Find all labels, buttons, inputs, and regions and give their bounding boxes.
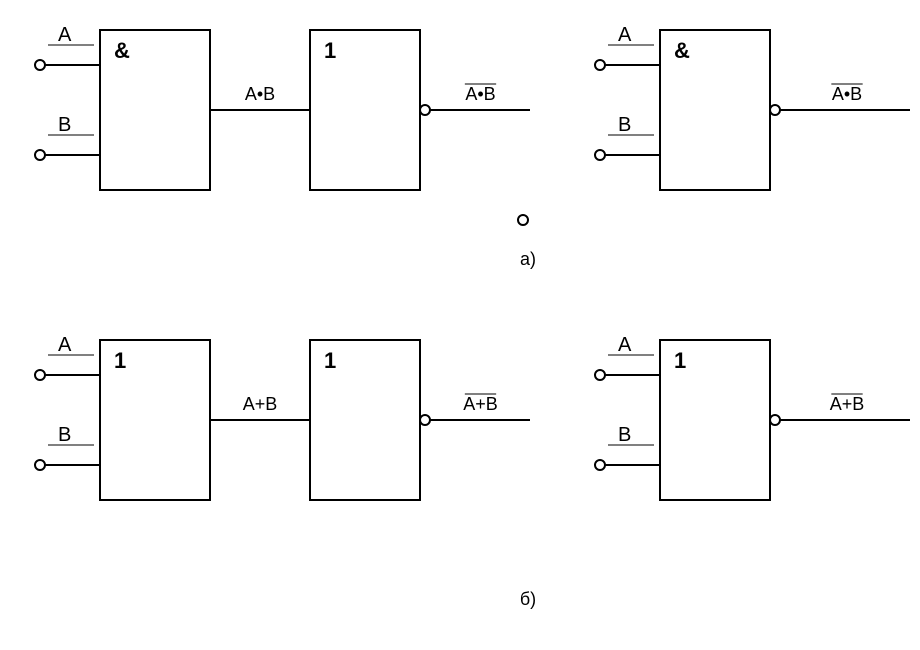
inversion-bubble [770,415,780,425]
caption: б) [520,589,536,609]
mid-signal-label: A+B [243,394,278,414]
input-label-a: A [618,24,632,46]
caption: а) [520,249,536,269]
terminal-b [595,460,605,470]
gate-symbol: & [114,38,130,63]
row-b-left: 1 A B A+B 1 A+B [35,334,530,500]
input-label-a: A [618,334,632,356]
stray-circle [518,215,528,225]
row-a-left: & A B A•B 1 A•B [35,24,530,190]
inversion-bubble [420,105,430,115]
output-signal-label: A+B [830,394,865,414]
input-label-b: B [58,114,71,136]
terminal-a [35,60,45,70]
gate-symbol: 1 [324,348,336,373]
row-a-right: & A B A•B [595,24,910,190]
input-label-b: B [618,114,631,136]
input-label-a: A [58,24,72,46]
row-b-right: 1 A B A+B [595,334,910,500]
gate-symbol: & [674,38,690,63]
input-label-b: B [58,424,71,446]
inversion-bubble [420,415,430,425]
input-label-b: B [618,424,631,446]
gate-symbol: 1 [114,348,126,373]
output-signal-label: A•B [465,84,495,104]
output-signal-label: A•B [832,84,862,104]
terminal-b [35,150,45,160]
terminal-a [595,60,605,70]
output-signal-label: A+B [463,394,498,414]
mid-signal-label: A•B [245,84,275,104]
terminal-b [595,150,605,160]
terminal-a [35,370,45,380]
gate-symbol: 1 [324,38,336,63]
terminal-b [35,460,45,470]
inversion-bubble [770,105,780,115]
terminal-a [595,370,605,380]
gate-symbol: 1 [674,348,686,373]
logic-diagram: & A B A•B 1 A•B & A B A•B 1 A B A+B 1 A+B 1 A B A+B а) б) [0,0,920,650]
input-label-a: A [58,334,72,356]
